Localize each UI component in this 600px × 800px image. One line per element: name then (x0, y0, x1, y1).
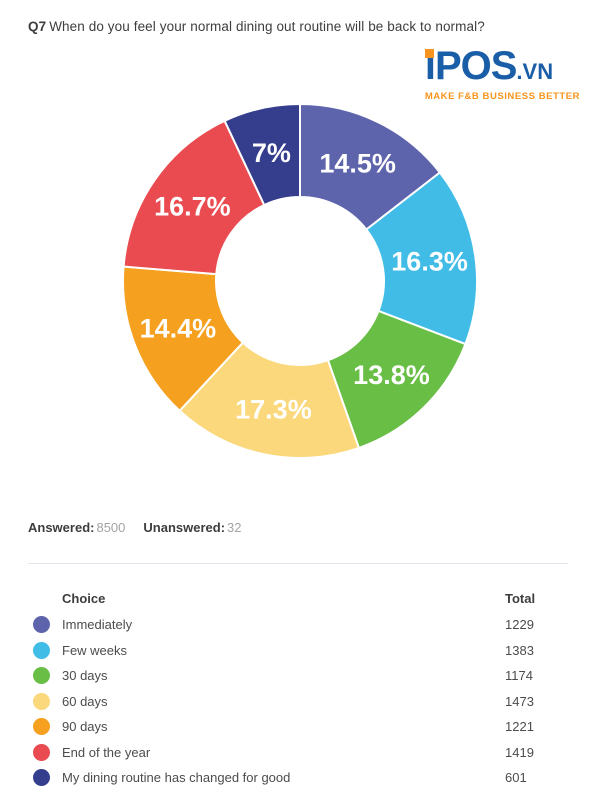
donut-slice-label-5: 16.7% (154, 191, 231, 221)
choice-color-dot (33, 641, 50, 659)
donut-slice-4 (122, 265, 244, 412)
divider (28, 563, 568, 564)
donut-slice-label-1: 16.3% (391, 247, 468, 277)
donut-slice-6 (223, 103, 301, 206)
choice-label: 60 days (62, 693, 108, 709)
donut-chart: 14.5% 16.3% 13.8% 17.3% 14.4% 16.7% 7% (122, 103, 478, 459)
donut-slice-1 (365, 171, 478, 346)
total-header: Total (505, 590, 536, 606)
table-row: My dining routine has changed for good 60… (28, 765, 572, 791)
choice-label: Immediately (62, 617, 133, 633)
choice-total: 1221 (505, 719, 534, 735)
table-row: Immediately 1229 (28, 612, 572, 638)
logo-i-dot-icon (425, 48, 435, 58)
logo-tagline: MAKE F&B BUSINESS BETTER (424, 91, 580, 102)
question-text: When do you feel your normal dining out … (49, 19, 485, 34)
logo-letter-i: i (424, 44, 436, 88)
table-row: 60 days 1473 (28, 689, 572, 715)
choice-total: 1229 (505, 617, 534, 633)
table-header-row: Choice Total (28, 584, 572, 612)
donut-slice-3 (178, 341, 360, 459)
logo-text: POS (434, 44, 517, 88)
table-body: Immediately 1229 Few weeks 1383 30 days 1174 6… (28, 612, 572, 791)
results-table: Choice Total Immediately 1229 Few weeks 138… (28, 584, 572, 791)
response-stats: Answered: 8500 Unanswered: 32 (28, 520, 242, 535)
logo-wordmark: i POS.VN (425, 46, 580, 86)
choice-total: 1174 (505, 668, 533, 684)
choice-label: My dining routine has changed for good (62, 770, 291, 786)
logo-letter-i-text: i (424, 44, 436, 88)
question-number: Q7 (28, 19, 47, 34)
donut-slice-label-6: 7% (252, 138, 291, 168)
donut-slice-label-2: 13.8% (353, 360, 430, 390)
donut-slice-label-3: 17.3% (235, 394, 312, 424)
choice-color-dot (33, 718, 50, 736)
choice-color-dot (33, 743, 50, 761)
choice-total: 601 (505, 770, 527, 786)
choice-header: Choice (62, 590, 106, 606)
donut-slice-label-4: 14.4% (140, 313, 217, 343)
choice-color-dot (33, 692, 50, 710)
table-row: 30 days 1174 (28, 663, 572, 689)
table-row: End of the year 1419 (28, 740, 572, 766)
choice-total: 1419 (505, 744, 534, 760)
table-row: Few weeks 1383 (28, 638, 572, 664)
choice-label: End of the year (62, 744, 151, 760)
logo-tld: .VN (516, 59, 554, 84)
choice-color-dot (33, 667, 50, 685)
choice-label: 30 days (62, 668, 108, 684)
choice-label: 90 days (62, 719, 108, 735)
choice-label: Few weeks (62, 642, 128, 658)
table-row: 90 days 1221 (28, 714, 572, 740)
brand-logo: i POS.VN MAKE F&B BUSINESS BETTER (425, 46, 580, 102)
donut-slice-5 (122, 119, 266, 276)
answered-value: 8500 (96, 520, 126, 535)
question-title: Q7 When do you feel your normal dining ou… (28, 19, 485, 34)
donut-slice-label-0: 14.5% (319, 148, 396, 178)
unanswered-label: Unanswered: (143, 520, 226, 535)
unanswered-value: 32 (227, 520, 242, 535)
choice-total: 1383 (505, 642, 534, 658)
answered-label: Answered: (28, 520, 95, 535)
choice-total: 1473 (505, 693, 534, 709)
choice-color-dot (33, 616, 50, 634)
choice-color-dot (33, 769, 50, 787)
